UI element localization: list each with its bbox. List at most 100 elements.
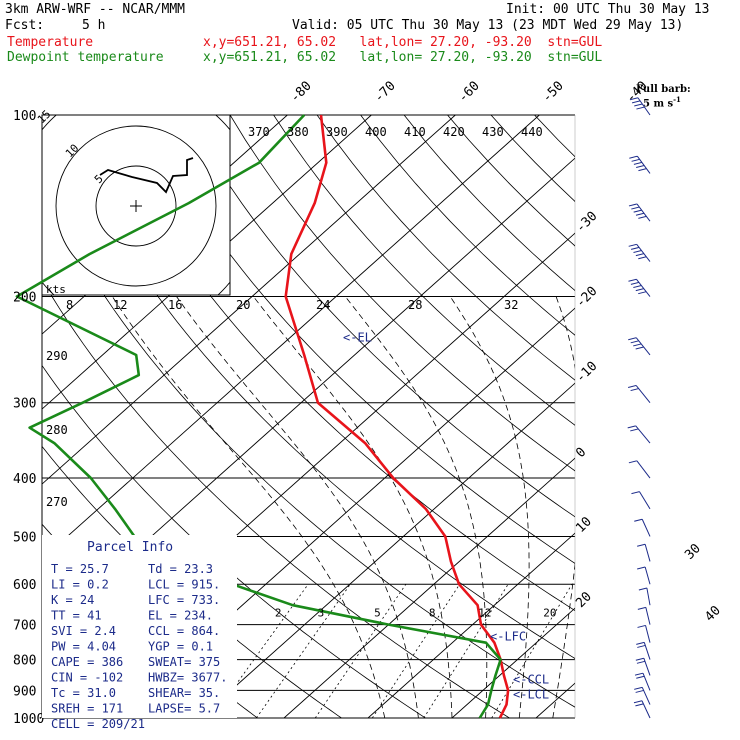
parcel-stat-right: YGP = 0.1 [148,640,213,654]
level-marker: <-CCL [513,673,549,687]
wind-barb-flag [635,689,644,693]
wind-barb-flag [633,250,642,254]
wind-barb-flag [638,256,647,260]
wind-barb-flag [628,460,638,464]
dewpoint-profile [15,114,502,719]
isotherm-label: -50 [540,79,567,106]
level-marker: <-LFC [490,630,526,644]
wind-barb-flag [633,285,642,288]
theta-label: 430 [482,125,504,139]
theta-label: 390 [326,125,348,139]
wind-barb [637,97,651,116]
mixing-ratio-line [371,584,460,718]
theta-label: 420 [443,125,465,139]
isotherm-label: -30 [573,209,600,236]
wind-barbs [627,97,651,719]
level-marker: <-EL [343,331,372,345]
wind-barb-flag [634,672,644,676]
dry-adiabat-line [142,115,575,564]
parcel-stat-left: SVI = 2.4 [51,624,116,638]
wind-barb-flag [635,657,644,661]
mixing-ratio-lines [211,583,573,718]
hodograph-ring [55,125,217,287]
mixing-ratio-line [423,584,509,718]
parcel-info-background [42,535,237,718]
wind-barb-flag [637,543,646,547]
wind-barb [644,544,651,562]
wind-barb-flag [630,428,639,432]
dewpoint-location: x,y=651.21, 65.02 lat,lon= 27.20, -93.20… [203,50,603,65]
parcel-stat-right: LCL = 915. [148,578,220,592]
parcel-stat-right: CCL = 864. [148,624,220,638]
temperature-profile [284,114,510,719]
wind-barb-flag [630,246,640,250]
parcel-stat-left: CIN = -102 [51,671,123,685]
moist-adiabat-line [449,296,530,718]
hodograph-speed-label: 20 [236,298,250,312]
pressure-tick-label: 1000 [13,712,44,727]
moist-adiabat-line [552,296,575,718]
wind-barb-flag [635,253,645,257]
hodograph-speed-unit: kts [46,283,66,296]
wind-barb [641,687,651,705]
wind-barb-flag [633,161,643,165]
mixing-ratio-line [314,584,407,718]
wind-barb-flag [631,100,641,104]
wind-barb [635,385,651,404]
hodograph-speed-label: 28 [408,298,422,312]
dry-adiabat-line [55,115,575,659]
parcel-stat-left: T = 25.7 [51,562,109,576]
theta-label: 400 [365,125,387,139]
wind-barb-flag [637,624,646,628]
full-barb-label: Full barb: [636,84,691,95]
wind-barb [635,337,651,356]
theta-label: 370 [248,125,270,139]
isotherm-label: 40 [702,603,724,625]
hodograph-speed-label: 32 [504,298,518,312]
pressure-tick-label: 500 [13,530,36,545]
pressure-tick-label: 200 [13,291,36,306]
isotherm-label: 0 [573,445,589,461]
isotherm-label: -60 [456,79,483,106]
pressure-tick-label: 600 [13,578,36,593]
parcel-stat-left: CAPE = 386 [51,655,123,669]
level-marker: <-LCL [513,688,549,702]
forecast-label: Fcst: [5,18,45,33]
wind-barb-flag [627,425,636,429]
parcel-info-box: Parcel Info T = 25.7 Td = 23.3 LI = 0.2 LCL … [42,535,237,731]
model-title: 3km ARW-WRF -- NCAR/MMM [5,2,186,17]
wind-barb-flag [635,346,644,350]
parcel-stat-right: EL = 234. [148,609,213,623]
parcel-stat-left: PW = 4.04 [51,640,116,654]
adiabat-label: 270 [46,495,68,509]
moist-adiabat-line [586,297,648,719]
wind-barb-flag [636,165,645,168]
moist-adiabat-line [253,296,453,718]
parcel-stat-left: TT = 41 [51,609,102,623]
isotherm-label: 30 [682,541,704,563]
full-barb-units: 5 m s-1 [643,95,681,110]
wind-barb-flag [631,491,640,495]
wind-barb-flag [629,97,639,101]
wind-barb [646,587,651,606]
wind-barb-flag [627,384,637,388]
wind-barb-flag [637,644,646,648]
dry-adiabat-line [490,115,575,202]
parcel-stat-left: K = 24 [51,593,94,607]
dry-adiabat-line [273,115,575,426]
isotherm-line [42,115,372,410]
wind-barb-flag [638,291,647,295]
isotherm-line [283,457,575,718]
wind-barb-flag [633,700,643,704]
valid-time: Valid: 05 UTC Thu 30 May 13 (23 MDT Wed … [292,18,684,33]
isotherm-label: 20 [573,589,595,611]
isotherm-line [42,115,456,485]
sounding-profiles [15,114,510,719]
isotherm-line [704,115,740,718]
wind-barb-flag [633,343,642,347]
wind-barb-flag [638,168,647,172]
wind-barb-flag [628,243,637,247]
wind-barb [635,425,651,444]
dewpoint-legend: Dewpoint temperature [7,50,164,65]
